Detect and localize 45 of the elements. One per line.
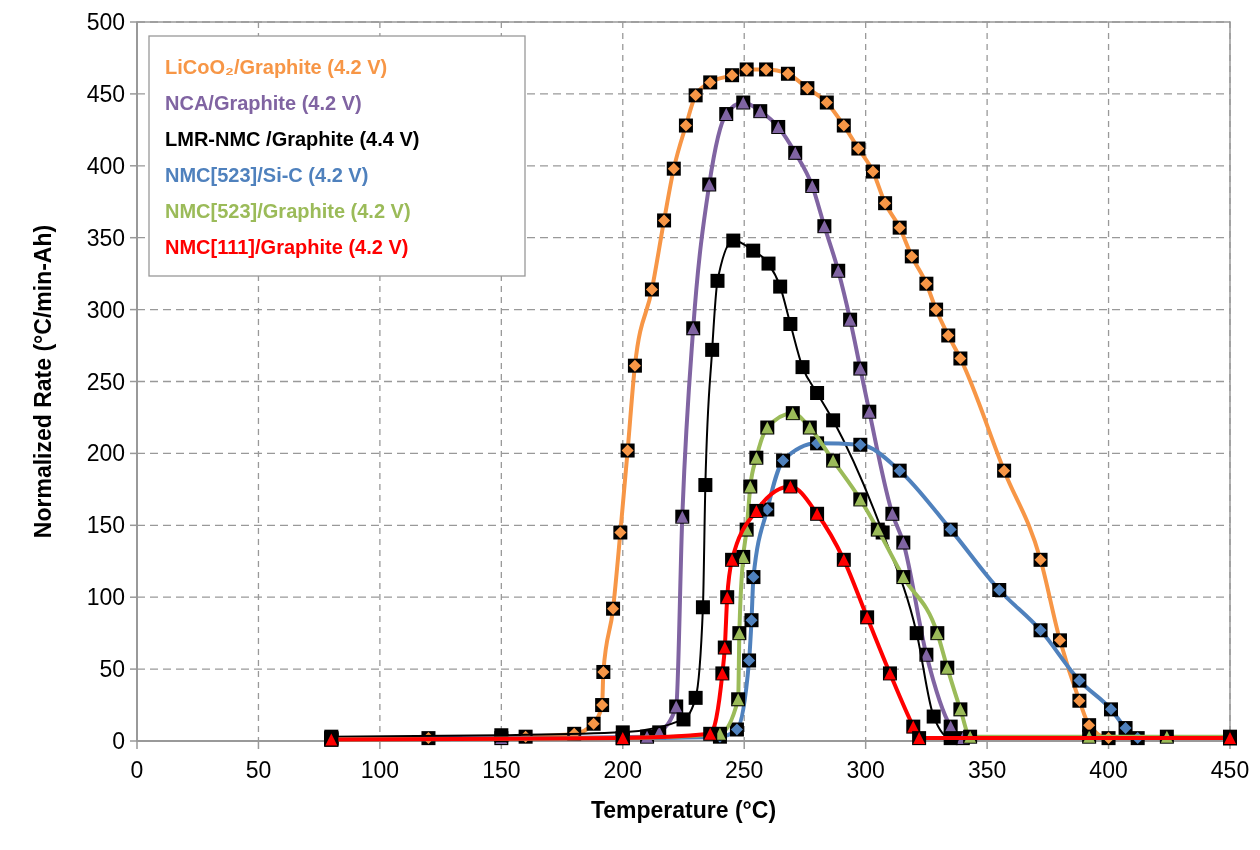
- y-tick-label: 450: [86, 80, 125, 107]
- y-tick-label: 200: [86, 440, 125, 467]
- point: [795, 360, 810, 375]
- point: [726, 233, 741, 248]
- x-tick-label: 400: [1089, 757, 1128, 783]
- y-tick-label: 50: [99, 656, 125, 683]
- x-tick-label: 150: [482, 757, 521, 783]
- point: [698, 478, 713, 493]
- x-tick-label: 300: [846, 757, 885, 783]
- x-tick-label: 100: [360, 757, 400, 783]
- x-tick-label: 50: [245, 757, 272, 783]
- y-tick-label: 0: [112, 728, 125, 754]
- point: [688, 690, 703, 705]
- text: LMR-NMC /Graphite (4.4 V): [165, 128, 420, 150]
- point: [676, 712, 691, 727]
- text: NMC[111]/Graphite (4.2 V): [165, 236, 409, 258]
- point: [773, 279, 788, 294]
- y-tick-label: 500: [86, 9, 125, 35]
- point: [783, 316, 798, 331]
- text: NMC[523]/Si-C (4.2 V): [165, 164, 369, 186]
- x-axis-title: Temperature (°C): [590, 797, 777, 823]
- y-axis-title: Normalized Rate (°C/min-Ah): [30, 224, 56, 539]
- point: [705, 342, 720, 357]
- point: [710, 273, 725, 288]
- point: [695, 600, 710, 615]
- x-tick-label: 0: [130, 757, 144, 783]
- point: [826, 413, 841, 428]
- x-tick-label: 450: [1210, 757, 1250, 783]
- point: [926, 709, 941, 724]
- y-tick-label: 400: [86, 152, 125, 179]
- text: LiCoO₂/Graphite (4.2 V): [165, 56, 388, 78]
- y-tick-label: 150: [86, 512, 125, 539]
- x-tick-label: 250: [725, 757, 764, 783]
- text: NMC[523]/Graphite (4.2 V): [165, 200, 411, 222]
- y-tick-label: 100: [86, 584, 125, 611]
- x-tick-label: 200: [603, 757, 642, 783]
- point: [746, 243, 761, 258]
- y-tick-label: 350: [86, 224, 125, 251]
- y-tick-label: 250: [86, 368, 125, 395]
- point: [810, 386, 825, 400]
- point: [761, 256, 776, 271]
- x-tick-label: 350: [967, 757, 1007, 783]
- y-tick-label: 300: [86, 296, 125, 323]
- point: [909, 626, 924, 641]
- text: NCA/Graphite (4.2 V): [165, 92, 362, 114]
